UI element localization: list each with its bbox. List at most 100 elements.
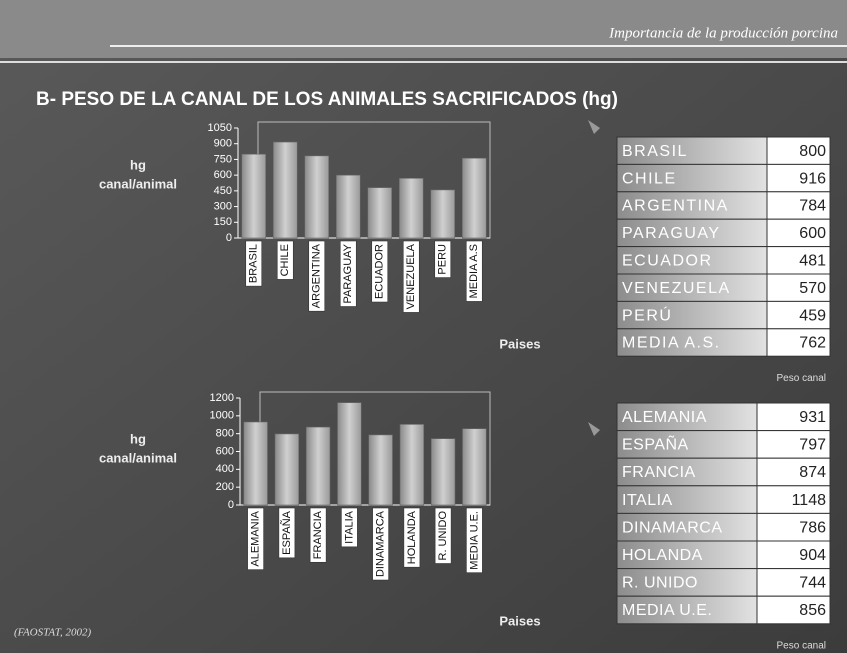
x-tick-label: BRASIL <box>248 244 260 283</box>
x-axis-label: Paises <box>499 336 540 351</box>
bar <box>241 153 267 239</box>
y-tick-label: 900 <box>214 138 232 150</box>
y-tick-label: 800 <box>216 428 234 440</box>
category-label-box <box>245 240 263 287</box>
table-value: 744 <box>799 575 826 592</box>
slide-title: B- PESO DE LA CANAL DE LOS ANIMALES SACR… <box>36 89 618 110</box>
table-value-cell <box>756 457 831 487</box>
table-value: 1148 <box>792 492 827 509</box>
category-label-box <box>403 507 421 568</box>
x-tick-label: PARAGUAY <box>342 243 354 303</box>
y-tick-label: 200 <box>216 481 234 493</box>
table-value-cell <box>766 246 831 275</box>
header-text: Importancia de la producción porcina <box>608 25 838 41</box>
bar <box>337 402 362 506</box>
table-value: 762 <box>799 335 826 352</box>
y-tick-label: 1050 <box>208 122 232 134</box>
bar <box>398 177 424 239</box>
table-name-cell <box>616 328 768 357</box>
category-label-box <box>465 240 483 302</box>
table-value: 784 <box>799 198 826 215</box>
table-value-cell <box>756 402 831 432</box>
bar <box>462 428 487 506</box>
table-value-cell <box>766 328 831 357</box>
table-name: R. UNIDO <box>622 575 698 592</box>
bar <box>305 426 331 506</box>
x-tick-label: ALEMANIA <box>250 510 262 566</box>
table-name-cell <box>616 218 768 248</box>
y-tick-label: 1000 <box>210 410 234 422</box>
table-name: ECUADOR <box>622 253 713 270</box>
bar <box>461 157 487 239</box>
table-name: BRASIL <box>622 143 688 160</box>
table-name: HOLANDA <box>622 547 703 564</box>
table-name: FRANCIA <box>622 464 696 481</box>
category-label-box <box>247 507 264 570</box>
table-name-cell <box>616 300 768 330</box>
table-name-cell <box>616 430 758 459</box>
y-tick-label: 1200 <box>210 392 234 404</box>
table-name: PERÚ <box>622 305 672 324</box>
y-tick-label: 750 <box>214 153 232 165</box>
table-name-cell <box>616 457 758 487</box>
table-value-cell <box>756 568 831 597</box>
table-value-cell <box>756 512 831 542</box>
y-tick-label: 600 <box>214 169 232 181</box>
y-axis-label: canal/animal <box>99 176 177 191</box>
header-band <box>0 0 847 58</box>
table-value-cell <box>766 163 831 193</box>
table-value-cell <box>766 300 831 330</box>
arrow-icon <box>588 120 600 134</box>
bar <box>367 187 393 239</box>
x-tick-label: FRANCIA <box>312 510 324 559</box>
y-tick-label: 0 <box>228 499 234 511</box>
table-name: ITALIA <box>622 492 673 509</box>
table-value: 481 <box>799 253 826 270</box>
x-tick-label: VENEZUELA <box>405 243 417 309</box>
table-value-cell <box>756 595 831 625</box>
table-value: 600 <box>799 225 826 242</box>
table-name: ARGENTINA <box>622 198 729 215</box>
category-label-box <box>339 240 357 307</box>
category-label-box <box>341 507 358 548</box>
bar <box>430 189 456 239</box>
table-value: 931 <box>799 409 826 426</box>
bar <box>304 155 330 239</box>
x-tick-label: R. UNIDO <box>437 511 449 561</box>
x-tick-label: ESPAÑA <box>280 510 293 554</box>
x-tick-label: PERU <box>437 244 449 275</box>
table-value-cell <box>766 218 831 248</box>
x-tick-label: ITALIA <box>343 510 355 543</box>
table-value: 786 <box>799 519 826 536</box>
bar <box>274 433 300 506</box>
y-axis-label: hg <box>130 431 146 446</box>
category-label-box <box>402 240 420 313</box>
bar <box>399 424 425 506</box>
table-name: ALEMANIA <box>622 409 707 426</box>
table-value: 800 <box>799 143 826 160</box>
table-caption: Peso canal <box>777 373 826 384</box>
table-value-cell <box>766 136 831 165</box>
table-name: CHILE <box>622 170 677 187</box>
table-value-cell <box>756 485 831 514</box>
x-tick-label: ECUADOR <box>374 244 386 299</box>
table-name: DINAMARCA <box>622 519 723 536</box>
y-tick-label: 0 <box>226 232 232 244</box>
table-name: MEDIA U.E. <box>622 602 712 619</box>
table-value-cell <box>756 540 831 570</box>
bar <box>430 438 456 506</box>
category-label-box <box>434 507 452 564</box>
table-name: ESPAÑA <box>622 434 689 454</box>
x-tick-label: ARGENTINA <box>311 243 323 308</box>
category-label-box <box>466 507 483 573</box>
y-tick-label: 150 <box>214 216 232 228</box>
table-name: MEDIA A.S. <box>622 335 721 352</box>
y-tick-label: 450 <box>214 185 232 197</box>
table-value: 904 <box>799 547 826 564</box>
x-tick-label: MEDIA A.S <box>468 244 480 298</box>
y-tick-label: 600 <box>216 445 234 457</box>
table-name: VENEZUELA <box>622 280 731 297</box>
category-label-box <box>276 240 294 280</box>
y-axis-label: hg <box>130 157 146 172</box>
x-tick-label: HOLANDA <box>406 510 418 564</box>
